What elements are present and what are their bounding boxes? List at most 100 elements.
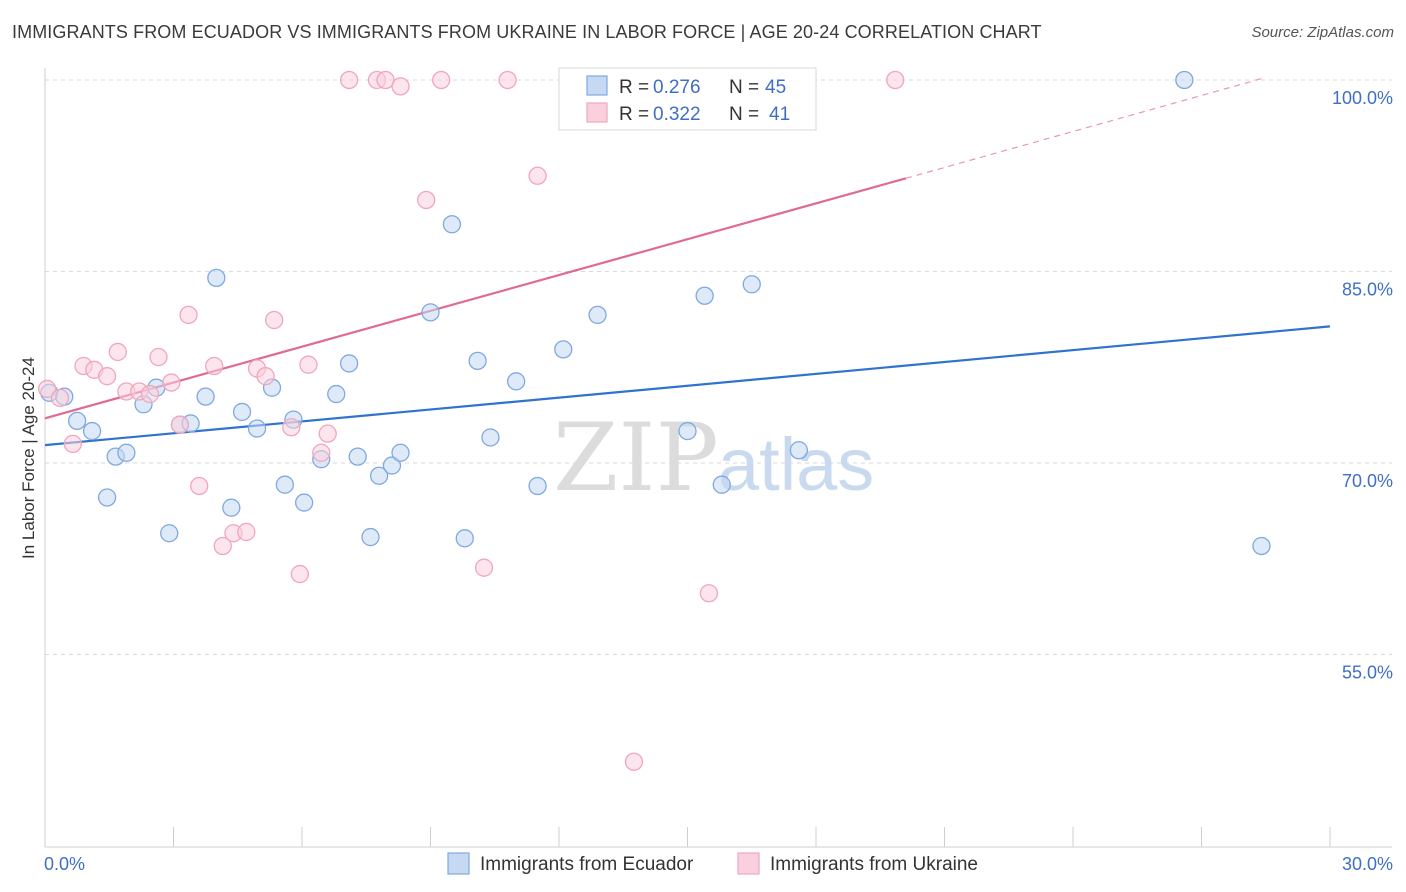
data-point-ukraine	[391, 77, 410, 96]
data-point-ukraine	[498, 70, 517, 90]
data-point-ecuador	[117, 443, 136, 462]
watermark-zip: ZIP	[553, 404, 719, 513]
legend-r-label-ukraine: R =	[619, 104, 649, 125]
data-point-ukraine	[312, 443, 331, 462]
series-legend: Immigrants from Ecuador Immigrants from …	[447, 852, 978, 875]
legend-r-value-ecuador: 0.276	[653, 77, 701, 98]
data-point-ukraine	[97, 367, 117, 386]
y-tick-labels: 100.0% 85.0% 70.0% 55.0%	[1332, 88, 1393, 683]
data-point-ukraine	[339, 70, 359, 90]
data-point-ukraine	[108, 342, 127, 362]
data-point-ecuador	[327, 384, 346, 404]
data-point-ecuador	[196, 387, 215, 406]
data-point-ecuador	[1175, 70, 1194, 90]
data-point-ukraine	[149, 347, 168, 367]
series-legend-label-ukraine: Immigrants from Ukraine	[770, 854, 978, 875]
legend-swatch-ecuador	[586, 75, 608, 96]
y-tick-label: 70.0%	[1342, 471, 1393, 491]
data-point-ecuador	[361, 527, 380, 547]
data-point-ecuador	[1252, 536, 1271, 556]
data-point-ukraine	[699, 584, 719, 603]
data-point-ecuador	[554, 340, 573, 359]
data-point-ukraine	[205, 356, 224, 376]
data-point-ecuador	[712, 475, 731, 494]
data-point-ukraine	[290, 564, 310, 584]
series-legend-label-ecuador: Immigrants from Ecuador	[480, 854, 694, 875]
data-point-ecuador	[391, 443, 410, 462]
data-point-ecuador	[382, 456, 402, 475]
data-point-ukraine	[265, 310, 284, 330]
data-point-ukraine	[282, 418, 301, 437]
series-legend-swatch-ecuador	[447, 852, 470, 875]
data-point-ecuador	[207, 268, 226, 288]
data-point-ecuador	[369, 466, 389, 485]
y-tick-label: 85.0%	[1342, 280, 1393, 300]
data-point-ukraine	[886, 70, 905, 90]
legend-r-label-ecuador: R =	[619, 77, 649, 98]
data-point-ukraine	[299, 355, 318, 374]
data-point-ecuador	[507, 372, 526, 391]
data-point-ukraine	[474, 558, 494, 577]
data-point-ukraine	[432, 70, 451, 90]
data-point-ukraine	[624, 752, 644, 771]
data-point-ecuador	[742, 275, 761, 294]
data-point-ukraine	[63, 434, 82, 454]
data-point-ecuador	[695, 286, 714, 305]
stats-legend: R = 0.276 N = 45 R = 0.322 N = 41	[558, 67, 817, 131]
data-point-ecuador	[97, 488, 117, 507]
legend-n-value-ecuador: 45	[765, 77, 786, 98]
watermark: ZIP atlas	[553, 404, 874, 513]
y-axis-label: In Labor Force | Age 20-24	[19, 357, 38, 559]
trend-line-ukraine	[44, 177, 907, 420]
data-point-ukraine	[190, 476, 209, 496]
gridlines	[45, 79, 1392, 655]
data-point-ukraine	[37, 379, 57, 399]
data-point-ukraine	[179, 305, 198, 325]
data-point-ecuador	[455, 529, 474, 548]
series-legend-swatch-ukraine	[737, 852, 760, 875]
data-point-ukraine	[50, 388, 70, 408]
data-point-ecuador	[339, 354, 359, 373]
data-point-ukraine	[528, 166, 547, 185]
source-label: Source: ZipAtlas.com	[1251, 24, 1394, 41]
y-tick-label: 55.0%	[1342, 663, 1393, 683]
data-point-ecuador	[294, 493, 314, 512]
data-point-ecuador	[442, 215, 462, 234]
data-point-ecuador	[421, 303, 440, 322]
data-point-ecuador	[160, 524, 179, 543]
data-point-ecuador	[222, 498, 241, 517]
legend-n-label-ukraine: N =	[729, 104, 759, 125]
legend-n-value-ukraine: 41	[769, 104, 790, 125]
data-point-ecuador	[247, 419, 267, 438]
data-point-ecuador	[348, 447, 367, 466]
data-point-ecuador	[275, 475, 295, 494]
legend-n-label-ecuador: N =	[729, 77, 759, 98]
x-tick-label: 30.0%	[1342, 854, 1393, 874]
data-point-ukraine	[213, 536, 232, 556]
y-tick-label: 100.0%	[1332, 88, 1393, 108]
data-point-ecuador	[481, 428, 500, 447]
data-points	[37, 70, 1271, 771]
trend-line-extension-ukraine	[905, 76, 1266, 179]
trend-lines	[44, 76, 1331, 447]
data-point-ukraine	[318, 424, 337, 443]
data-point-ecuador	[232, 402, 252, 422]
data-point-ukraine	[170, 415, 190, 434]
chart-title: IMMIGRANTS FROM ECUADOR VS IMMIGRANTS FR…	[12, 22, 1042, 42]
data-point-ecuador	[678, 421, 697, 441]
data-point-ukraine	[256, 367, 275, 386]
axes	[44, 68, 1392, 848]
data-point-ecuador	[789, 441, 809, 460]
data-point-ecuador	[468, 351, 487, 371]
data-point-ecuador	[528, 476, 547, 496]
legend-r-value-ukraine: 0.322	[653, 104, 701, 125]
x-tick-label: 0.0%	[44, 854, 85, 874]
data-point-ecuador	[82, 421, 102, 441]
x-tick-labels: 0.0% 30.0%	[44, 854, 1393, 874]
data-point-ukraine	[140, 384, 160, 404]
legend-swatch-ukraine	[586, 102, 608, 123]
data-point-ukraine	[162, 373, 181, 392]
data-point-ukraine	[237, 522, 256, 542]
data-point-ecuador	[67, 411, 87, 431]
